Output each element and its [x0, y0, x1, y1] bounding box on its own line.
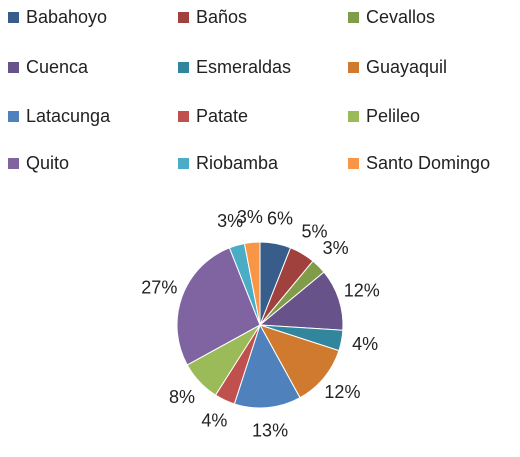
- data-label: 4%: [201, 411, 227, 431]
- legend-label: Baños: [196, 7, 247, 27]
- legend-swatch: [178, 62, 189, 73]
- data-label: 4%: [352, 334, 378, 354]
- legend-swatch: [348, 12, 359, 23]
- legend-swatch: [348, 62, 359, 73]
- legend-label: Guayaquil: [366, 57, 447, 77]
- data-label: 6%: [267, 209, 293, 229]
- legend-swatch: [178, 111, 189, 122]
- legend-label: Babahoyo: [26, 7, 107, 27]
- pie-slice: [258, 324, 340, 399]
- data-label: 3%: [217, 211, 243, 231]
- legend-label: Cevallos: [366, 7, 435, 27]
- legend-label: Pelileo: [366, 106, 420, 126]
- pie-slice: [243, 241, 261, 326]
- legend-label: Quito: [26, 153, 69, 173]
- legend-swatch: [178, 158, 189, 169]
- data-label: 3%: [237, 207, 263, 227]
- data-label: 3%: [323, 238, 349, 258]
- data-label: 27%: [141, 278, 177, 298]
- legend-label: Esmeraldas: [196, 57, 291, 77]
- legend-label: Cuenca: [26, 57, 89, 77]
- legend-swatch: [178, 12, 189, 23]
- pie-slice: [233, 323, 301, 409]
- data-label: 8%: [169, 387, 195, 407]
- legend-label: Patate: [196, 106, 248, 126]
- legend-swatch: [8, 62, 19, 73]
- pie-slice: [176, 247, 261, 366]
- legend-swatch: [348, 158, 359, 169]
- legend-swatch: [8, 12, 19, 23]
- data-label: 5%: [301, 222, 327, 242]
- legend-swatch: [8, 158, 19, 169]
- data-label: 13%: [252, 420, 288, 440]
- legend-label: Latacunga: [26, 106, 111, 126]
- legend-label: Riobamba: [196, 153, 279, 173]
- legend-swatch: [348, 111, 359, 122]
- data-label: 12%: [324, 382, 360, 402]
- data-label: 12%: [344, 281, 380, 301]
- pie-slice: [258, 271, 344, 331]
- legend-label: Santo Domingo: [366, 153, 490, 173]
- legend-swatch: [8, 111, 19, 122]
